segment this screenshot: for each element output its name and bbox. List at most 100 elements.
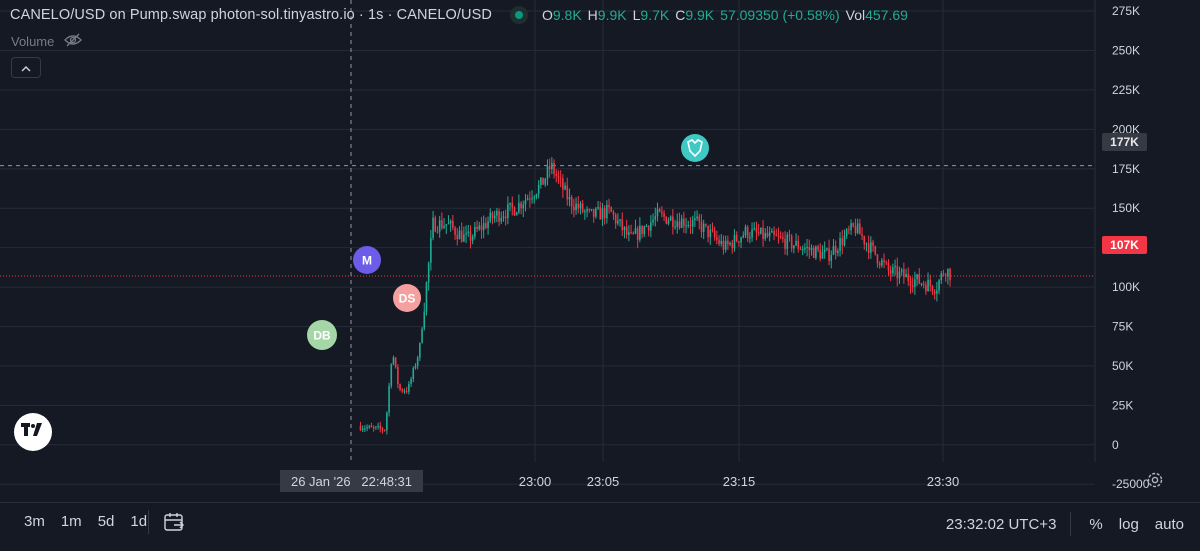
candle-body: [872, 242, 874, 246]
trade-marker-db[interactable]: DB: [307, 320, 337, 350]
chart-settings-button[interactable]: [1145, 472, 1165, 492]
candle-body: [427, 262, 430, 283]
range-3m-button[interactable]: 3m: [24, 513, 45, 530]
date-range-selector: 3m 1m 5d 1d: [17, 512, 156, 532]
trade-marker-m[interactable]: M: [353, 246, 381, 274]
price-chart[interactable]: 275K250K225K200K175K150K125K100K75K50K25…: [0, 0, 1200, 500]
eye-off-icon[interactable]: [64, 33, 83, 50]
candle-body: [540, 177, 542, 186]
candle-body: [658, 208, 661, 212]
volume-indicator-row[interactable]: Volume: [11, 33, 83, 50]
candle-body: [696, 216, 698, 219]
candle-body: [757, 232, 760, 234]
candle-body: [702, 223, 705, 233]
open-value: 9.8K: [552, 7, 582, 23]
close-label: C: [675, 7, 686, 23]
price-tick-label: 100K: [1112, 280, 1140, 294]
candle-body: [386, 412, 388, 431]
range-1m-button[interactable]: 1m: [60, 513, 82, 530]
candle-body: [742, 235, 745, 238]
range-5d-button[interactable]: 5d: [97, 513, 115, 530]
candle-body: [548, 166, 551, 170]
lion-badge-icon[interactable]: [681, 134, 709, 162]
range-1d-button[interactable]: 1d: [130, 513, 148, 530]
price-tick-label: 75K: [1112, 319, 1133, 333]
log-scale-toggle[interactable]: log: [1118, 515, 1139, 533]
candle-body: [377, 425, 379, 427]
candle-body: [491, 212, 494, 219]
candle-body: [938, 280, 940, 291]
market-status-icon[interactable]: [509, 6, 528, 24]
candle-body: [452, 220, 454, 228]
chevron-up-icon: [21, 59, 31, 77]
candle-body: [788, 234, 791, 237]
candle-body: [661, 211, 663, 214]
candle-body: [445, 224, 448, 226]
trade-marker-ds[interactable]: DS: [393, 284, 421, 312]
candle-body: [672, 216, 674, 227]
candle-body: [515, 212, 518, 216]
candle-body: [518, 202, 520, 213]
candle-body: [628, 232, 630, 235]
candle-body: [669, 216, 672, 221]
candle-body: [944, 274, 947, 277]
candle-body: [551, 162, 553, 170]
candle-body: [416, 357, 419, 366]
symbol-title[interactable]: CANELO/USD on Pump.swap photon-sol.tinya…: [10, 7, 492, 23]
price-tick-label: 0: [1112, 438, 1119, 452]
candle-body: [859, 223, 861, 235]
price-tick-label: 225K: [1112, 83, 1140, 97]
candle-body: [867, 243, 870, 253]
candle-body: [856, 223, 859, 234]
candle-body: [683, 218, 685, 227]
candle-body: [526, 198, 529, 200]
candle-body: [911, 285, 914, 287]
chart-area[interactable]: 275K250K225K200K175K150K125K100K75K50K25…: [0, 0, 1200, 500]
candle-body: [397, 367, 399, 385]
candle-body: [447, 223, 450, 225]
tradingview-logo[interactable]: [14, 413, 52, 451]
candle-body: [656, 208, 659, 217]
candle-body: [381, 428, 384, 431]
candle-body: [850, 223, 852, 231]
candle-body: [746, 226, 749, 239]
candle-body: [568, 196, 571, 200]
candle-body: [793, 245, 795, 249]
candle-body: [903, 269, 905, 278]
candle-body: [614, 214, 617, 224]
candle-body: [612, 211, 615, 215]
candle-body: [366, 427, 368, 429]
change-value: 57.09350 (+0.58%): [720, 7, 840, 23]
candle-body: [441, 220, 443, 229]
candle-body: [368, 425, 371, 428]
candle-body: [592, 209, 595, 217]
candle-body: [665, 216, 668, 224]
candle-body: [498, 211, 500, 222]
candle-body: [729, 242, 731, 245]
candle-body: [375, 426, 377, 428]
candle-body: [438, 220, 441, 232]
candle-body: [650, 222, 652, 231]
candle-body: [815, 246, 817, 258]
auto-scale-toggle[interactable]: auto: [1154, 515, 1184, 533]
percent-scale-toggle[interactable]: %: [1089, 515, 1103, 533]
svg-text:DB: DB: [313, 329, 331, 343]
candle-body: [773, 230, 775, 235]
candle-body: [533, 196, 536, 199]
go-to-date-button[interactable]: [162, 510, 186, 534]
tradingview-logo-icon: [21, 422, 45, 442]
price-tick-label: 250K: [1112, 43, 1140, 57]
collapse-legend-button[interactable]: [11, 57, 41, 78]
timezone-clock[interactable]: 23:32:02 UTC+3: [945, 515, 1057, 533]
candle-body: [881, 260, 883, 266]
candle-body: [467, 231, 470, 234]
candle-body: [854, 226, 857, 234]
candle-body: [476, 226, 478, 230]
candle-body: [832, 245, 835, 255]
candle-body: [579, 203, 582, 209]
candle-body: [570, 196, 573, 207]
candle-body: [482, 223, 485, 231]
candle-body: [894, 266, 896, 268]
candle-body: [412, 368, 415, 380]
candle-body: [925, 284, 927, 292]
